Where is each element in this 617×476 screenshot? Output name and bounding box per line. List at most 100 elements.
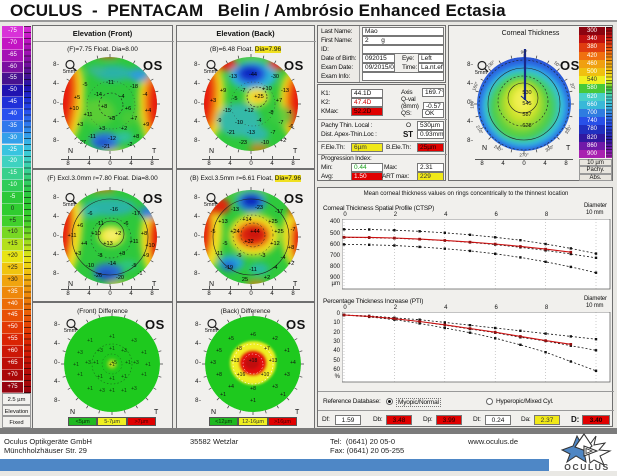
svg-text:+1: +1 bbox=[125, 360, 131, 366]
svg-text:+8: +8 bbox=[119, 251, 125, 257]
svg-text:+2: +2 bbox=[288, 261, 294, 267]
svg-text:50°: 50° bbox=[553, 60, 562, 68]
svg-text:-14: -14 bbox=[108, 261, 116, 267]
svg-text:-23: -23 bbox=[255, 205, 263, 211]
svg-text:+3: +3 bbox=[131, 386, 137, 392]
svg-text:-26: -26 bbox=[94, 273, 102, 279]
svg-text:+8: +8 bbox=[101, 104, 107, 110]
svg-text:-13: -13 bbox=[281, 88, 289, 94]
svg-text:-4: -4 bbox=[120, 94, 125, 100]
svg-text:+13: +13 bbox=[103, 241, 113, 247]
svg-text:+5: +5 bbox=[74, 95, 80, 101]
svg-text:-6: -6 bbox=[124, 221, 129, 227]
svg-text:-17: -17 bbox=[132, 211, 140, 217]
svg-text:+3: +3 bbox=[133, 360, 139, 366]
svg-text:-5: -5 bbox=[233, 96, 238, 102]
svg-text:-13: -13 bbox=[247, 130, 255, 136]
svg-text:+6: +6 bbox=[250, 332, 256, 338]
svg-text:+1: +1 bbox=[93, 360, 99, 366]
svg-text:+1: +1 bbox=[121, 374, 127, 380]
svg-text:+2: +2 bbox=[115, 231, 121, 237]
svg-text:+5: +5 bbox=[228, 336, 234, 342]
svg-text:25: 25 bbox=[242, 277, 248, 283]
svg-text:+13: +13 bbox=[269, 358, 278, 364]
svg-text:+3: +3 bbox=[121, 348, 127, 354]
svg-text:+16: +16 bbox=[237, 372, 246, 378]
svg-text:+3: +3 bbox=[210, 98, 216, 104]
svg-text:160°: 160° bbox=[471, 81, 479, 92]
svg-text:-30: -30 bbox=[271, 74, 279, 80]
svg-text:587: 587 bbox=[522, 112, 531, 118]
svg-text:+6: +6 bbox=[77, 223, 83, 229]
svg-text:+1: +1 bbox=[220, 392, 226, 398]
svg-text:-14: -14 bbox=[94, 92, 102, 98]
svg-text:-21: -21 bbox=[102, 144, 110, 150]
svg-text:+1: +1 bbox=[280, 392, 286, 398]
svg-text:+1: +1 bbox=[284, 348, 290, 354]
svg-text:180°: 180° bbox=[470, 99, 475, 109]
svg-text:+8: +8 bbox=[109, 116, 115, 122]
svg-text:-4: -4 bbox=[257, 118, 262, 124]
svg-text:+9: +9 bbox=[143, 253, 149, 259]
svg-text:+1: +1 bbox=[109, 334, 115, 340]
svg-text:+10: +10 bbox=[91, 231, 101, 237]
svg-text:+10: +10 bbox=[69, 106, 79, 112]
svg-text:+1: +1 bbox=[109, 362, 115, 368]
svg-text:+25: +25 bbox=[254, 94, 264, 100]
svg-text:-18: -18 bbox=[130, 84, 138, 90]
svg-text:+8: +8 bbox=[133, 134, 139, 140]
svg-text:-10: -10 bbox=[86, 263, 94, 269]
svg-text:+14: +14 bbox=[242, 217, 252, 223]
svg-text:-8: -8 bbox=[98, 253, 103, 259]
svg-text:+2: +2 bbox=[264, 275, 270, 281]
svg-text:270°: 270° bbox=[519, 153, 529, 158]
svg-text:+8: +8 bbox=[216, 372, 222, 378]
svg-text:210°: 210° bbox=[475, 124, 484, 135]
svg-text:+1: +1 bbox=[145, 362, 151, 368]
svg-text:OCULUS: OCULUS bbox=[564, 462, 610, 471]
svg-text:-11: -11 bbox=[106, 80, 114, 86]
svg-text:-6: -6 bbox=[88, 211, 93, 217]
svg-text:20°: 20° bbox=[569, 82, 576, 90]
svg-text:+1: +1 bbox=[87, 386, 93, 392]
svg-text:+4: +4 bbox=[81, 241, 87, 247]
svg-text:+1: +1 bbox=[97, 374, 103, 380]
svg-text:+25: +25 bbox=[274, 229, 284, 235]
svg-text:-11: -11 bbox=[249, 267, 257, 273]
svg-text:-1: -1 bbox=[138, 271, 143, 277]
svg-text:+3: +3 bbox=[99, 126, 105, 132]
svg-text:+7: +7 bbox=[264, 346, 270, 352]
svg-text:+2: +2 bbox=[280, 138, 286, 144]
svg-text:+1: +1 bbox=[73, 362, 79, 368]
svg-text:-20: -20 bbox=[116, 275, 124, 281]
svg-text:545: 545 bbox=[522, 101, 531, 107]
svg-text:+2: +2 bbox=[121, 126, 127, 132]
svg-text:+3: +3 bbox=[97, 348, 103, 354]
svg-text:+3: +3 bbox=[99, 388, 105, 394]
svg-text:+25: +25 bbox=[268, 219, 278, 225]
svg-text:+1: +1 bbox=[250, 398, 256, 404]
svg-text:-11: -11 bbox=[215, 251, 223, 257]
svg-text:+12: +12 bbox=[244, 108, 254, 114]
svg-text:-19: -19 bbox=[225, 265, 233, 271]
svg-text:+8: +8 bbox=[141, 231, 147, 237]
svg-text:+44: +44 bbox=[250, 229, 260, 235]
svg-text:+3: +3 bbox=[284, 372, 290, 378]
svg-text:+10: +10 bbox=[262, 86, 272, 92]
svg-text:90°: 90° bbox=[521, 50, 528, 55]
svg-text:-7: -7 bbox=[241, 88, 246, 94]
svg-text:+9: +9 bbox=[220, 88, 226, 94]
svg-text:+1: +1 bbox=[109, 388, 115, 394]
svg-text:530: 530 bbox=[522, 90, 531, 96]
svg-text:-7: -7 bbox=[291, 227, 296, 233]
svg-text:+3: +3 bbox=[77, 122, 83, 128]
svg-text:-5: -5 bbox=[237, 253, 242, 259]
svg-text:+2: +2 bbox=[272, 336, 278, 342]
svg-text:+3: +3 bbox=[272, 384, 278, 390]
svg-text:628: 628 bbox=[522, 123, 531, 129]
svg-text:+1: +1 bbox=[141, 350, 147, 356]
svg-text:-5: -5 bbox=[223, 241, 228, 247]
svg-text:-13: -13 bbox=[229, 74, 237, 80]
svg-text:+13: +13 bbox=[218, 219, 228, 225]
svg-text:-6: -6 bbox=[289, 124, 294, 130]
